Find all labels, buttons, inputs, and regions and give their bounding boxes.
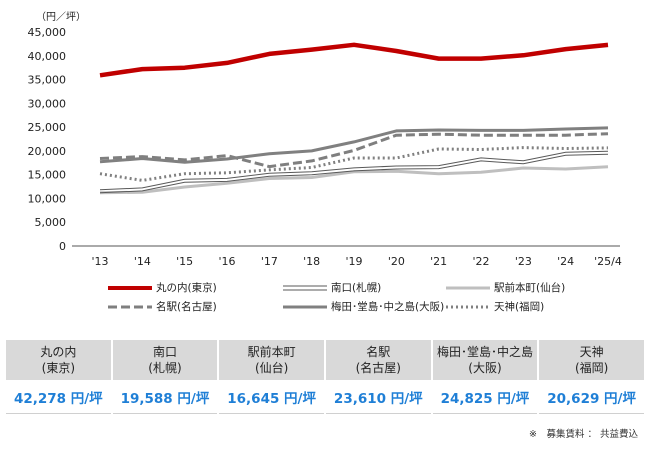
legend-swatch-medium-line bbox=[283, 305, 327, 309]
y-tick-label: 0 bbox=[59, 240, 66, 253]
city-name: (仙台) bbox=[254, 361, 289, 375]
y-tick-label: 35,000 bbox=[28, 74, 67, 87]
x-tick-label: '25/4 bbox=[594, 255, 622, 268]
area-name: 名駅 bbox=[366, 345, 391, 359]
legend-item-minamiguchi: 南口(札幌) bbox=[283, 281, 381, 295]
series-line-light bbox=[99, 165, 609, 195]
x-tick-label: '13 bbox=[91, 255, 108, 268]
y-axis-unit-label: （円／坪） bbox=[36, 10, 86, 23]
series-line-dashed bbox=[99, 132, 609, 169]
summary-value-row: 42,278 円/坪 19,588 円/坪 16,645 円/坪 23,610 … bbox=[6, 380, 644, 414]
summary-value-cell: 19,588 円/坪 bbox=[112, 380, 218, 414]
y-tick-label: 25,000 bbox=[28, 121, 67, 134]
city-name: (大阪) bbox=[468, 361, 502, 375]
x-tick-label: '14 bbox=[134, 255, 151, 268]
x-tick-label: '22 bbox=[472, 255, 489, 268]
x-tick-label: '18 bbox=[303, 255, 320, 268]
y-tick-label: 5,000 bbox=[35, 216, 67, 229]
x-tick-label: '20 bbox=[388, 255, 405, 268]
x-tick-label: '15 bbox=[176, 255, 193, 268]
x-tick-label: '23 bbox=[515, 255, 532, 268]
legend-swatch-double-line bbox=[283, 285, 327, 291]
y-tick-label: 45,000 bbox=[28, 26, 67, 39]
x-axis-ticks: '13 '14 '15 '16 '17 '18 '19 '20 '21 '22 '23 '24 '25/… bbox=[91, 255, 621, 268]
y-tick-label: 40,000 bbox=[28, 50, 67, 63]
x-tick-label: '24 bbox=[557, 255, 574, 268]
chart-legend: 丸の内(東京) 南口(札幌) 駅前本町(仙台) 名駅(名古屋) 梅田･堂島･中之… bbox=[108, 279, 638, 317]
footnote: ※ 募集賃料 ： 共益費込 bbox=[529, 429, 638, 440]
y-tick-label: 10,000 bbox=[28, 192, 67, 205]
series-lines bbox=[99, 42, 609, 195]
line-chart: （円／坪） 45,000 40,000 35,000 30,000 25,000 20,0… bbox=[28, 10, 622, 268]
summary-value-cell: 42,278 円/坪 bbox=[6, 380, 111, 414]
summary-header-cell: 南口 (札幌) bbox=[112, 340, 218, 380]
area-name: 天神 bbox=[579, 345, 604, 359]
summary-header-cell: 天神 (福岡) bbox=[539, 340, 644, 380]
legend-label: 駅前本町(仙台) bbox=[494, 282, 566, 294]
legend-swatch-thick-red bbox=[108, 286, 152, 290]
summary-header-cell: 名駅 (名古屋) bbox=[325, 340, 431, 380]
city-name: (福岡) bbox=[574, 361, 609, 375]
city-name: (名古屋) bbox=[355, 361, 401, 375]
legend-label: 名駅(名古屋) bbox=[156, 301, 217, 313]
area-name: 梅田･堂島･中之島 bbox=[436, 345, 533, 359]
legend-label: 南口(札幌) bbox=[331, 282, 382, 294]
series-line-double bbox=[99, 153, 609, 194]
y-tick-label: 30,000 bbox=[28, 97, 67, 110]
x-tick-label: '19 bbox=[345, 255, 362, 268]
legend-swatch-dotted-line bbox=[446, 305, 490, 309]
summary-header-cell: 駅前本町 (仙台) bbox=[219, 340, 324, 380]
summary-value-cell: 16,645 円/坪 bbox=[219, 380, 324, 414]
legend-label: 天神(福岡) bbox=[494, 301, 545, 313]
summary-header-cell: 丸の内 (東京) bbox=[6, 340, 111, 380]
legend-swatch-dashed-line bbox=[108, 305, 152, 309]
x-tick-label: '17 bbox=[261, 255, 278, 268]
summary-value-cell: 23,610 円/坪 bbox=[325, 380, 431, 414]
series-line-medium bbox=[99, 126, 609, 164]
summary-header-row: 丸の内 (東京) 南口 (札幌) 駅前本町 (仙台) 名駅 (名古屋) 梅田･堂島･中之… bbox=[6, 340, 644, 380]
area-name: 駅前本町 bbox=[247, 345, 296, 359]
area-name: 南口 bbox=[152, 345, 177, 359]
legend-item-meieki: 名駅(名古屋) bbox=[108, 300, 217, 314]
summary-value-cell: 20,629 円/坪 bbox=[539, 380, 644, 414]
x-tick-label: '21 bbox=[430, 255, 447, 268]
y-tick-label: 20,000 bbox=[28, 145, 67, 158]
legend-item-marunouchi: 丸の内(東京) bbox=[108, 281, 217, 295]
y-tick-label: 15,000 bbox=[28, 169, 67, 182]
legend-label: 丸の内(東京) bbox=[156, 282, 217, 294]
legend-item-ekimaehoncho: 駅前本町(仙台) bbox=[446, 281, 565, 295]
area-name: 丸の内 bbox=[40, 345, 77, 359]
series-line-dotted bbox=[99, 146, 609, 182]
y-axis-ticks: 45,000 40,000 35,000 30,000 25,000 20,000 15,0… bbox=[28, 26, 67, 253]
legend-label: 梅田･堂島･中之島(大阪) bbox=[331, 301, 445, 313]
x-tick-label: '16 bbox=[218, 255, 235, 268]
rent-summary-table: 丸の内 (東京) 南口 (札幌) 駅前本町 (仙台) 名駅 (名古屋) 梅田･堂島･中之… bbox=[4, 340, 646, 414]
legend-swatch-light-line bbox=[446, 286, 490, 290]
city-name: (札幌) bbox=[148, 361, 182, 375]
summary-value-cell: 24,825 円/坪 bbox=[432, 380, 538, 414]
legend-item-tenjin: 天神(福岡) bbox=[446, 300, 544, 314]
summary-header-cell: 梅田･堂島･中之島 (大阪) bbox=[432, 340, 538, 380]
city-name: (東京) bbox=[41, 361, 76, 375]
series-line-thick bbox=[99, 42, 609, 78]
series-line-double bbox=[99, 150, 609, 191]
legend-item-umeda: 梅田･堂島･中之島(大阪) bbox=[283, 300, 444, 314]
